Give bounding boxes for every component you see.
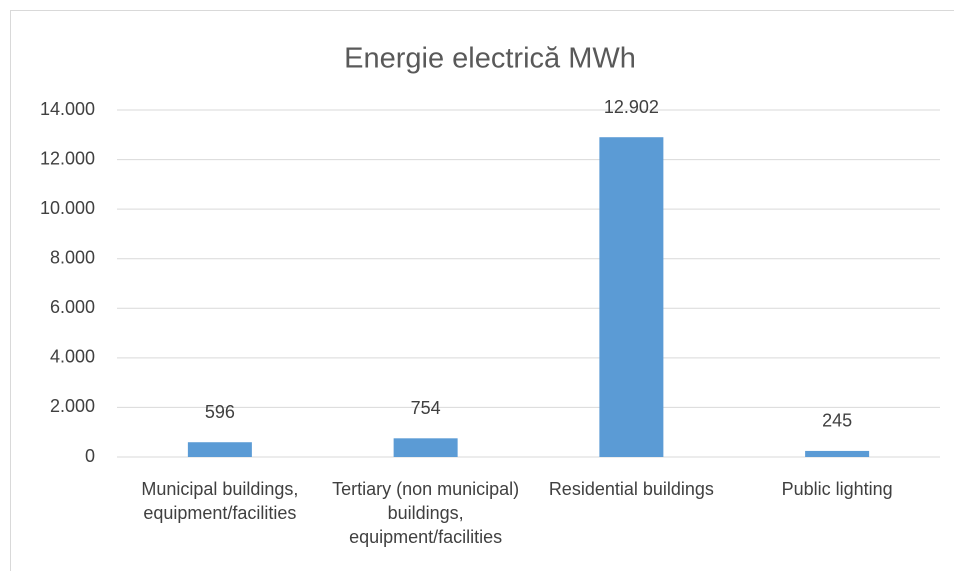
data-label: 12.902 — [604, 97, 659, 117]
y-tick-label: 10.000 — [40, 198, 95, 218]
x-tick-label: Residential buildings — [548, 479, 714, 499]
y-tick-label: 14.000 — [40, 99, 95, 119]
bar — [393, 438, 458, 457]
chart-border — [10, 10, 954, 571]
y-tick-label: 2.000 — [50, 396, 95, 416]
y-tick-label: 0 — [85, 446, 95, 466]
data-label: 754 — [411, 398, 441, 418]
x-tick-label: Municipal buildings, equipment/facilitie… — [141, 479, 299, 523]
x-tick-label: Tertiary (non municipal) buildings, equi… — [332, 479, 520, 547]
data-label: 245 — [822, 411, 852, 431]
data-label: 596 — [205, 402, 235, 422]
chart-title: Energie electrică MWh — [344, 43, 636, 75]
bar — [187, 442, 252, 457]
bar — [805, 450, 870, 457]
y-tick-label: 12.000 — [40, 148, 95, 168]
x-tick-label: Public lighting — [781, 479, 893, 499]
bar — [599, 137, 664, 457]
y-tick-label: 8.000 — [50, 247, 95, 267]
y-tick-label: 4.000 — [50, 347, 95, 367]
y-tick-label: 6.000 — [50, 297, 95, 317]
